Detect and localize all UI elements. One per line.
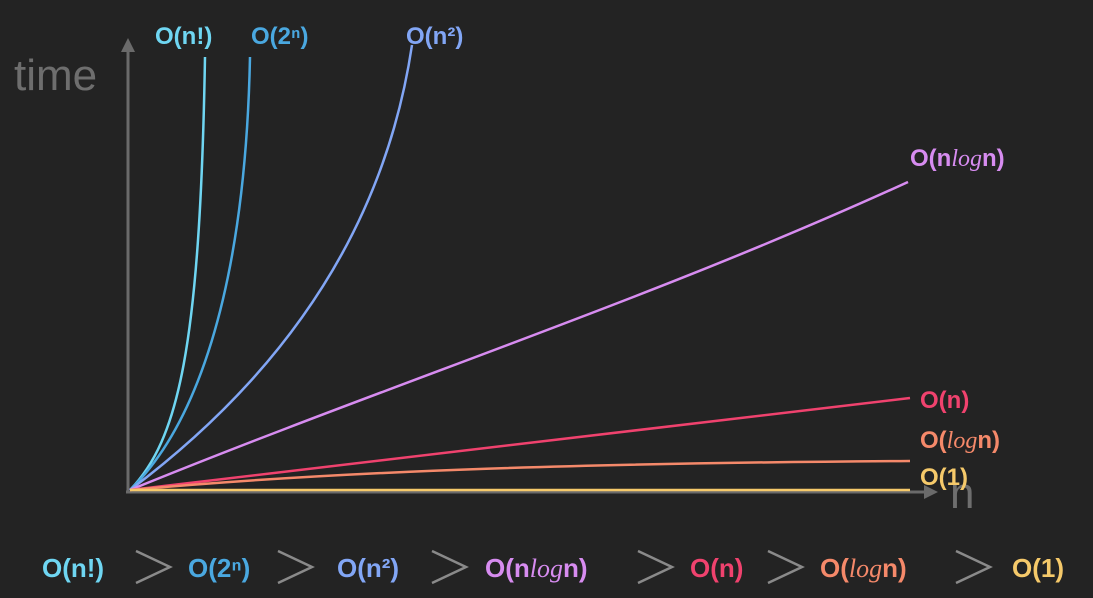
ranking-item: O(1) (1012, 553, 1064, 583)
y-axis-label: time (14, 51, 97, 100)
label-part: log (947, 428, 978, 454)
curve-label: O(logn) (920, 427, 1000, 454)
label-part: n) (563, 553, 588, 583)
separator (135, 549, 173, 585)
label-part: O(n!) (155, 23, 212, 50)
x-axis-label: n (950, 469, 974, 518)
curve-label: O(n!) (155, 23, 212, 50)
label-part: n) (882, 553, 907, 583)
curve-log (129, 459, 911, 492)
label-part: O(1) (1012, 553, 1064, 583)
curve-label: O(2ⁿ) (251, 23, 309, 50)
ranking-item: O(nlogn) (485, 553, 588, 583)
label-part: O(n²) (406, 23, 463, 50)
curve-nlogn (129, 180, 909, 492)
label-part: log (849, 554, 882, 583)
separator (277, 549, 315, 585)
label-part: O(n!) (42, 553, 104, 583)
y-arrow (121, 38, 135, 52)
curve-label: O(nlogn) (910, 145, 1005, 172)
label-part: O(n (485, 553, 530, 583)
ranking-item: O(logn) (820, 553, 907, 583)
label-part: O(n²) (337, 553, 399, 583)
label-part: log (530, 554, 563, 583)
curve-linear (129, 396, 911, 492)
separator (637, 549, 675, 585)
separator (955, 549, 993, 585)
curve-quadratic (129, 44, 414, 491)
label-part: log (951, 146, 982, 172)
curves (129, 44, 911, 492)
ranking-item: O(2ⁿ) (188, 553, 250, 583)
ranking-item: O(n²) (337, 553, 399, 583)
label-part: O( (820, 553, 849, 583)
label-part: O(2ⁿ) (251, 23, 309, 50)
label-part: O(n) (690, 553, 743, 583)
label-part: O(n) (920, 387, 969, 414)
curve-label: O(n²) (406, 23, 463, 50)
separator (431, 549, 469, 585)
label-part: n) (977, 427, 1000, 454)
curve-label: O(n) (920, 387, 969, 414)
label-part: O(1) (920, 464, 968, 491)
separator (767, 549, 805, 585)
curve-factorial (129, 56, 207, 491)
label-part: n) (982, 145, 1005, 172)
curve-label: O(1) (920, 464, 968, 491)
ranking-item: O(n!) (42, 553, 104, 583)
label-part: O(2ⁿ) (188, 553, 250, 583)
label-part: O( (920, 427, 947, 454)
x-arrow (924, 485, 938, 499)
ranking-item: O(n) (690, 553, 743, 583)
label-part: O(n (910, 145, 951, 172)
curve-exponential (129, 56, 252, 491)
